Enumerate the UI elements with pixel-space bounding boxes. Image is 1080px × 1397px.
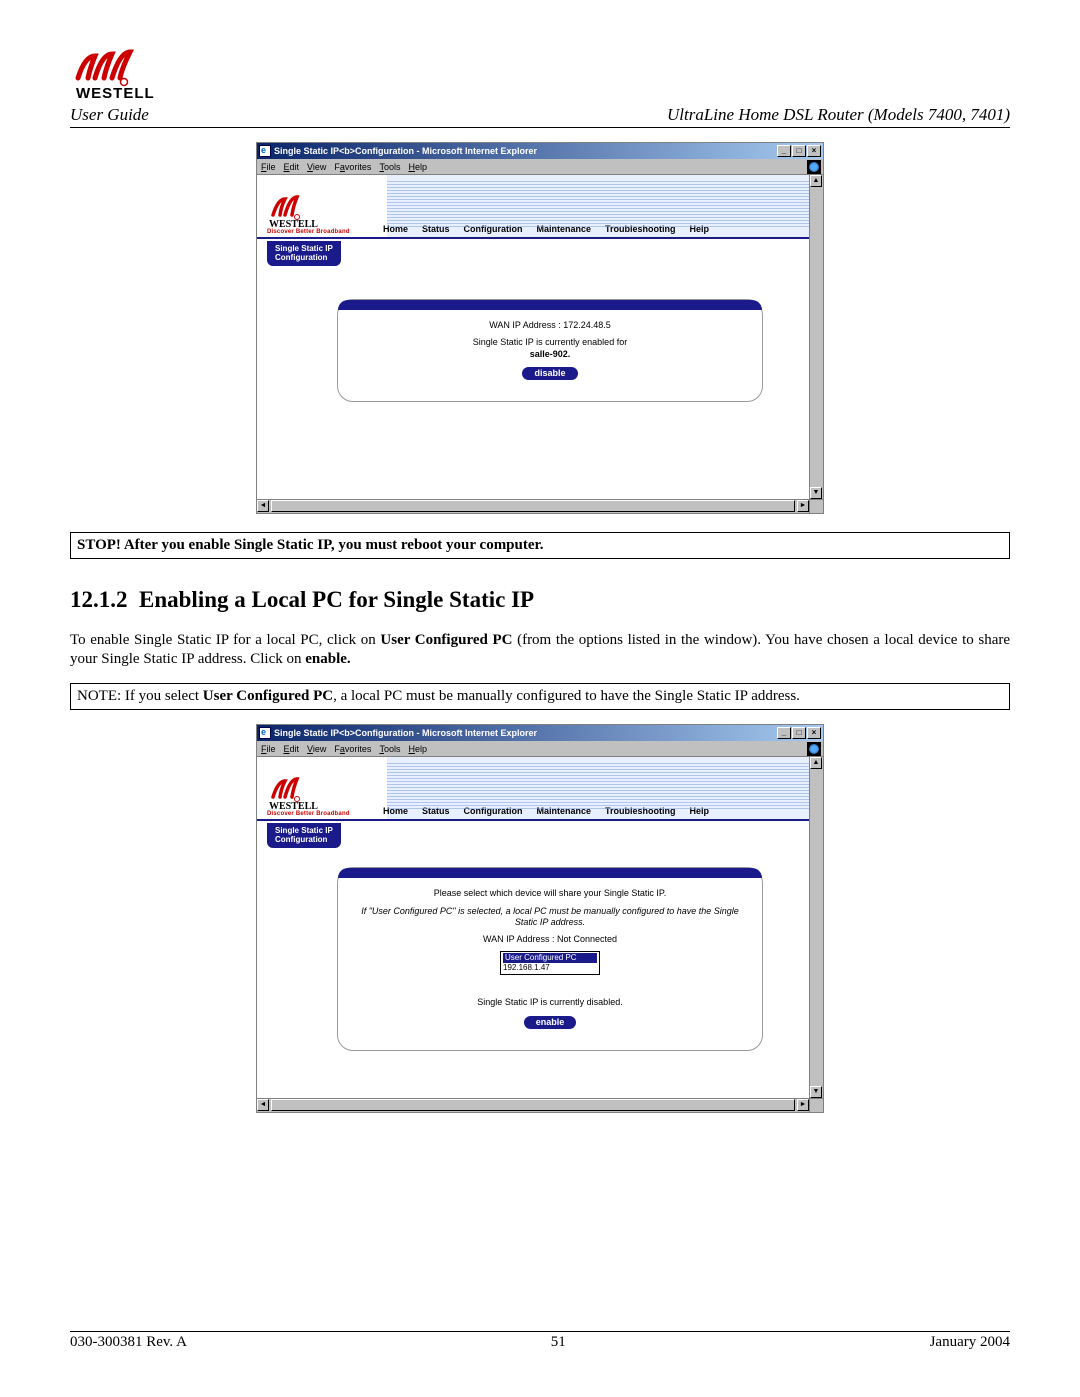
config-tab[interactable]: Single Static IPConfiguration xyxy=(267,241,341,266)
ie-title: Single Static IP<b>Configuration - Micro… xyxy=(274,146,777,156)
device-select[interactable]: User Configured PC 192.168.1.47 xyxy=(500,951,600,975)
header-left: User Guide xyxy=(70,105,149,125)
ie-throbber-icon xyxy=(807,160,821,174)
minimize-button[interactable]: _ xyxy=(777,727,791,739)
scroll-left-icon[interactable]: ◄ xyxy=(257,1099,269,1111)
close-button[interactable]: × xyxy=(807,727,821,739)
scroll-left-icon[interactable]: ◄ xyxy=(257,500,269,512)
minimize-button[interactable]: _ xyxy=(777,145,791,157)
footer-right: January 2004 xyxy=(930,1334,1010,1351)
ie-throbber-icon xyxy=(807,742,821,756)
ie-menubar: File Edit View Favorites Tools Help xyxy=(257,159,823,175)
menu-file[interactable]: File xyxy=(261,162,276,172)
scroll-down-icon[interactable]: ▼ xyxy=(810,1086,822,1098)
config-panel-2: Please select which device will share yo… xyxy=(337,867,763,1051)
menu-tools[interactable]: Tools xyxy=(379,744,400,754)
scroll-up-icon[interactable]: ▲ xyxy=(810,175,822,187)
router-logo: WESTELL Discover Better Broadband xyxy=(257,773,377,819)
westell-logo: WESTELL xyxy=(70,48,160,103)
menu-favorites[interactable]: Favorites xyxy=(334,744,371,754)
note-box: NOTE: If you select User Configured PC, … xyxy=(70,683,1010,710)
ie-titlebar: Single Static IP<b>Configuration - Micro… xyxy=(257,143,823,159)
maximize-button[interactable]: □ xyxy=(792,145,806,157)
menu-tools[interactable]: Tools xyxy=(379,162,400,172)
page-footer: 030-300381 Rev. A 51 January 2004 xyxy=(70,1331,1010,1351)
svg-text:WESTELL: WESTELL xyxy=(269,801,318,811)
header-right: UltraLine Home DSL Router (Models 7400, … xyxy=(667,105,1010,125)
ie-titlebar-2: Single Static IP<b>Configuration - Micro… xyxy=(257,725,823,741)
menu-view[interactable]: View xyxy=(307,162,326,172)
config-panel: WAN IP Address : 172.24.48.5 Single Stat… xyxy=(337,299,763,402)
scroll-right-icon[interactable]: ► xyxy=(797,500,809,512)
logo-text: WESTELL xyxy=(76,85,155,102)
ie-menubar-2: File Edit View Favorites Tools Help xyxy=(257,741,823,757)
scrollbar-horizontal[interactable]: ◄ ► xyxy=(257,499,809,513)
ie-viewport-2: WESTELL Discover Better Broadband Home S… xyxy=(257,757,823,1112)
wan-ip-line-2: WAN IP Address : Not Connected xyxy=(354,934,746,945)
status-line: Single Static IP is currently enabled fo… xyxy=(354,337,746,360)
scroll-corner xyxy=(809,499,823,513)
paragraph-1: To enable Single Static IP for a local P… xyxy=(70,631,1010,669)
page-header: User Guide UltraLine Home DSL Router (Mo… xyxy=(70,105,1010,128)
scrollbar-vertical[interactable]: ▲ ▼ xyxy=(809,757,823,1098)
menu-file[interactable]: File xyxy=(261,744,276,754)
ie-viewport: WESTELL Discover Better Broadband Home S… xyxy=(257,175,823,513)
menu-help[interactable]: Help xyxy=(408,744,427,754)
section-heading: 12.1.2 Enabling a Local PC for Single St… xyxy=(70,587,1010,613)
footer-center: 51 xyxy=(551,1334,566,1351)
router-logo: WESTELL Discover Better Broadband xyxy=(257,191,377,237)
close-button[interactable]: × xyxy=(807,145,821,157)
scroll-corner xyxy=(809,1098,823,1112)
svg-text:WESTELL: WESTELL xyxy=(269,219,318,229)
status-line-2: Single Static IP is currently disabled. xyxy=(354,997,746,1008)
disable-button[interactable]: disable xyxy=(521,366,578,381)
scrollbar-vertical[interactable]: ▲ ▼ xyxy=(809,175,823,499)
footer-left: 030-300381 Rev. A xyxy=(70,1334,187,1351)
ie-title-2: Single Static IP<b>Configuration - Micro… xyxy=(274,728,777,738)
scroll-up-icon[interactable]: ▲ xyxy=(810,757,822,769)
menu-edit[interactable]: Edit xyxy=(284,744,300,754)
scroll-right-icon[interactable]: ► xyxy=(797,1099,809,1111)
maximize-button[interactable]: □ xyxy=(792,727,806,739)
config-tab-2[interactable]: Single Static IPConfiguration xyxy=(267,823,341,848)
scrollbar-horizontal[interactable]: ◄ ► xyxy=(257,1098,809,1112)
stop-warning-box: STOP! After you enable Single Static IP,… xyxy=(70,532,1010,559)
screenshot-1: Single Static IP<b>Configuration - Micro… xyxy=(256,142,824,514)
menu-view[interactable]: View xyxy=(307,744,326,754)
scroll-thumb[interactable] xyxy=(271,500,795,512)
menu-edit[interactable]: Edit xyxy=(284,162,300,172)
note-line: If "User Configured PC" is selected, a l… xyxy=(354,906,746,929)
logo-subtitle: Discover Better Broadband xyxy=(267,229,371,235)
menu-favorites[interactable]: Favorites xyxy=(334,162,371,172)
scroll-down-icon[interactable]: ▼ xyxy=(810,487,822,499)
select-device-line: Please select which device will share yo… xyxy=(354,888,746,899)
menu-help[interactable]: Help xyxy=(408,162,427,172)
scroll-thumb[interactable] xyxy=(271,1099,795,1111)
ie-icon xyxy=(259,727,271,739)
ie-icon xyxy=(259,145,271,157)
screenshot-2: Single Static IP<b>Configuration - Micro… xyxy=(256,724,824,1113)
enable-button[interactable]: enable xyxy=(523,1015,578,1030)
stop-text: STOP! After you enable Single Static IP,… xyxy=(77,537,544,553)
wan-ip-line: WAN IP Address : 172.24.48.5 xyxy=(354,320,746,331)
logo-subtitle: Discover Better Broadband xyxy=(267,811,371,817)
